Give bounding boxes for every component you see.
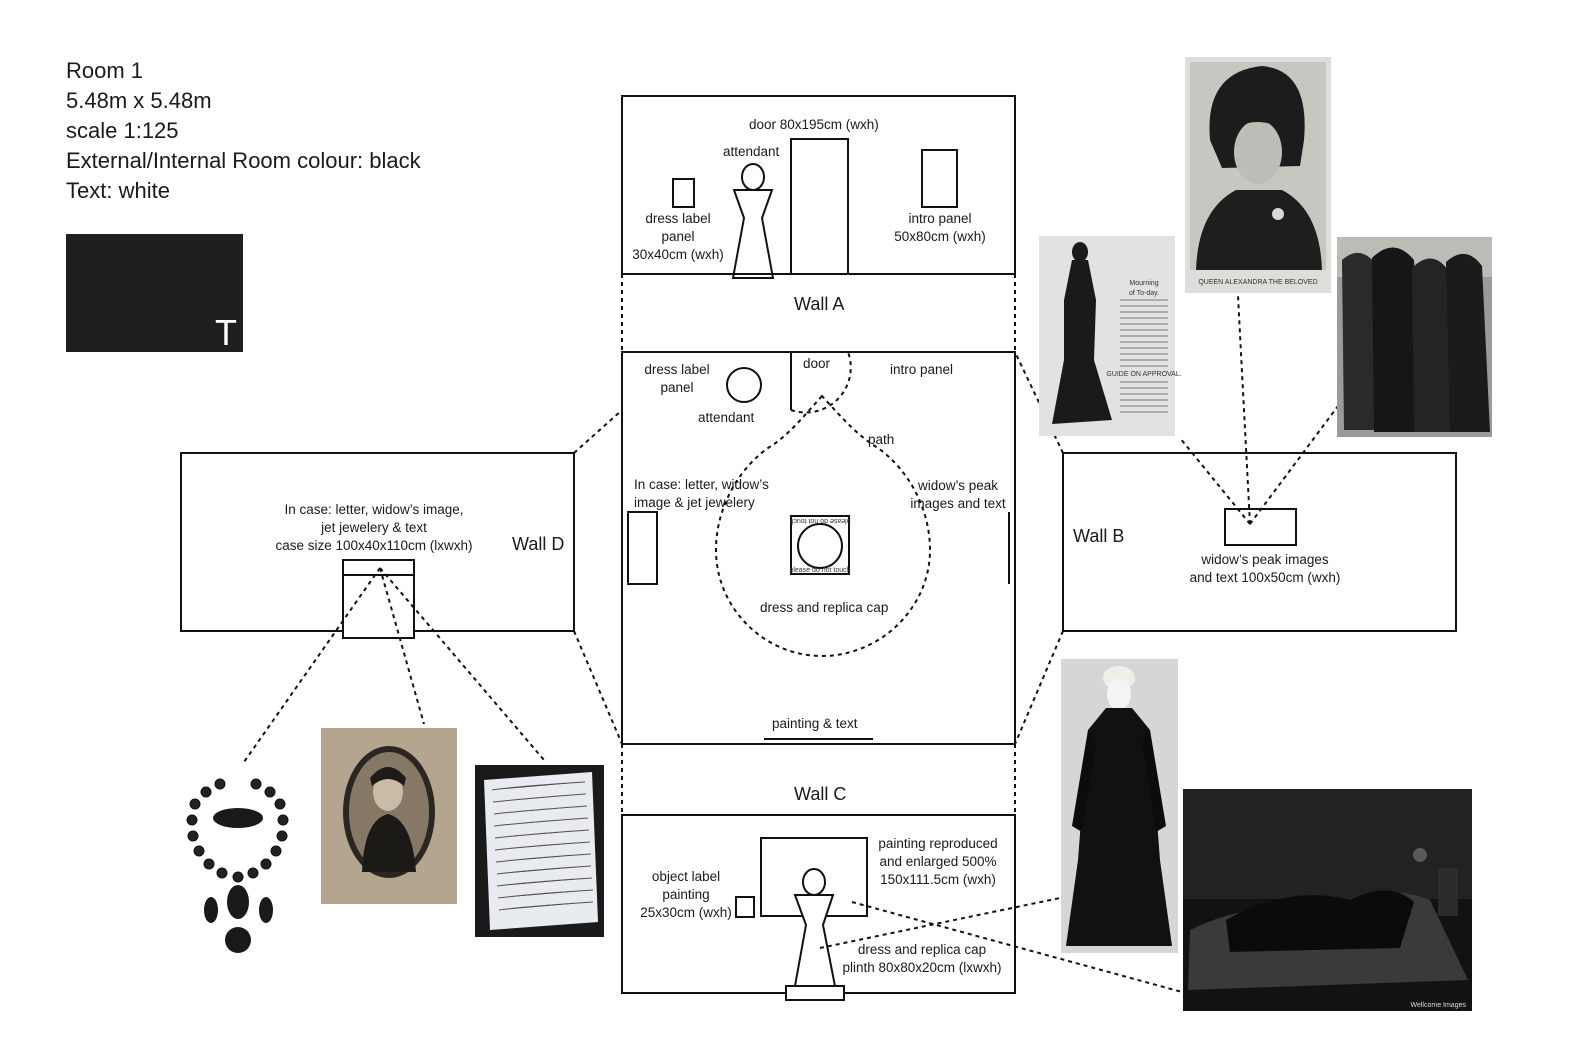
wall-d-title: Wall D [512,534,565,554]
wellcome-credit: Wellcome Images [1410,1002,1466,1009]
plan-case-label-line2: image & jet jewelery [634,495,755,510]
door-swing [790,351,852,414]
wall-d-case-line3: case size 100x40x110cm (lxwxh) [275,538,473,553]
wall-c-dress-line2: plinth 80x80x20cm (lxwxh) [842,960,1002,975]
wall-a-attendant-label: attendant [723,144,780,159]
plan-dress-label-line2: panel [660,380,694,395]
wall-c-plinth [785,985,845,1001]
wall-c-dress-line1: dress and replica cap [857,942,987,957]
wall-c-painting-label: painting reproduced and enlarged 500% 15… [870,835,1006,889]
mourners-photo [1337,237,1492,437]
dress-plan [797,523,843,569]
wall-c-title: Wall C [794,784,847,804]
wall-c-dress-form [793,894,837,987]
handwritten-letter-photo [475,765,604,937]
text-colour: Text: white [66,178,170,203]
room-scale: scale 1:125 [66,118,179,143]
wall-a-connector [621,274,1016,352]
plan-dress-label-line1: dress label [644,362,710,377]
room-size: 5.48m x 5.48m [66,88,212,113]
room-name: Room 1 [66,58,144,83]
mourning-title-1: Mourning [1129,280,1158,287]
plan-path-label: path [868,432,895,447]
wall-b-connector [1014,351,1064,745]
plan-widows-peak-line1: widow’s peak [917,478,999,493]
wall-c-object-label-line3: 25x30cm (wxh) [640,905,732,920]
floor-plan [621,351,1016,745]
painting-photo: Wellcome Images [1183,789,1472,1011]
room-info: Room 1 5.48m x 5.48m scale 1:125 Externa… [66,56,421,206]
wall-d-case-line2: jet jewelery & text [321,520,427,535]
queen-caption: QUEEN ALEXANDRA THE BELOVED [1198,279,1317,286]
wall-a-attendant-body [731,189,775,279]
wall-c-object-label-line1: object label [651,869,721,884]
plinth-label-bottom: please do not touch [789,567,850,574]
plinth-label-top: please do not touch [789,517,850,524]
wall-a-intro-label-line2: 50x80cm (wxh) [894,229,986,244]
wall-b-panel-label: widow’s peak images and text 100x50cm (w… [1183,551,1347,587]
widow-portrait-photo [321,728,457,904]
wall-c-object-label-line2: painting [662,887,710,902]
colour-swatch: T [66,234,243,353]
wall-d-case [342,559,415,639]
plan-case-label-line1: In case: letter, widow’s [634,477,769,492]
mourning-guide: GUIDE ON APPROVAL. [1106,371,1181,378]
display-case-plan [627,511,658,585]
attendant-position [726,367,762,403]
wall-c-painting-line1: painting reproduced [878,836,998,851]
plan-door-label: door [803,356,831,371]
mourning-dress-photo [1061,659,1178,953]
wall-b-image-leaders [1179,295,1339,525]
wall-a-title: Wall A [794,294,845,314]
mourning-title-2: of To-day. [1129,290,1159,297]
plan-case-label: In case: letter, widow’s image & jet jew… [634,476,769,512]
mourning-illustration-photo: Mourning of To-day. GUIDE ON APPROVAL. [1039,236,1182,436]
plan-widows-peak-line2: images and text [910,496,1006,511]
wall-a-door-label: door 80x195cm (wxh) [749,117,879,132]
room-colour: External/Internal Room colour: black [66,148,421,173]
queen-alexandra-photo: QUEEN ALEXANDRA THE BELOVED [1185,57,1331,293]
visitor-path [714,394,932,658]
wall-d-object-leaders [243,567,545,763]
plan-intro-panel-label: intro panel [890,362,954,377]
wall-d-case-line1: In case: letter, widow’s image, [284,502,464,517]
wall-a-intro-label-line1: intro panel [908,211,972,226]
wall-a-attendant-head [741,163,765,191]
swatch-letter: T [215,312,237,353]
wall-a-dress-label-line2: panel [661,229,695,244]
wall-a-intro-panel [921,149,958,208]
wall-d-case-label: In case: letter, widow’s image, jet jewe… [270,501,478,555]
wall-a-dress-label-line1: dress label [645,211,711,226]
wall-b-panel-line1: widow’s peak images [1201,552,1329,567]
plan-attendant-label: attendant [698,410,755,425]
wall-c-connector [621,744,1016,815]
wall-a-intro-label: intro panel 50x80cm (wxh) [889,210,991,246]
wall-b-panel [1224,508,1297,546]
wall-c-painting-line3: 150x111.5cm (wxh) [880,872,996,887]
wall-c-object-label-text: object label painting 25x30cm (wxh) [636,868,736,922]
plan-dress-cap-label: dress and replica cap [760,600,889,615]
wall-a-dress-label-line3: 30x40cm (wxh) [632,247,724,262]
jet-jewellery-photo [186,778,289,953]
wall-a-door [790,138,849,275]
wall-c-dress-head [802,868,826,896]
plan-widows-peak-label: widow’s peak images and text [906,477,1010,513]
plinth-plan [790,515,850,575]
wall-a-dress-label: dress label panel 30x40cm (wxh) [630,210,726,264]
wall-c-dress-label: dress and replica cap plinth 80x80x20cm … [836,941,1008,977]
wall-a-dress-label-panel [672,178,695,208]
wall-c-image-leaders [819,897,1183,993]
wall-b-title: Wall B [1073,526,1125,546]
wall-b-elevation [1062,452,1457,632]
plan-painting-label: painting & text [772,716,858,731]
plan-dress-label: dress label panel [640,361,714,397]
wall-b-panel-line2: and text 100x50cm (wxh) [1189,570,1341,585]
wall-c-painting-line2: and enlarged 500% [879,854,997,869]
wall-c-object-label [735,896,755,918]
wall-d-connector [573,409,623,745]
